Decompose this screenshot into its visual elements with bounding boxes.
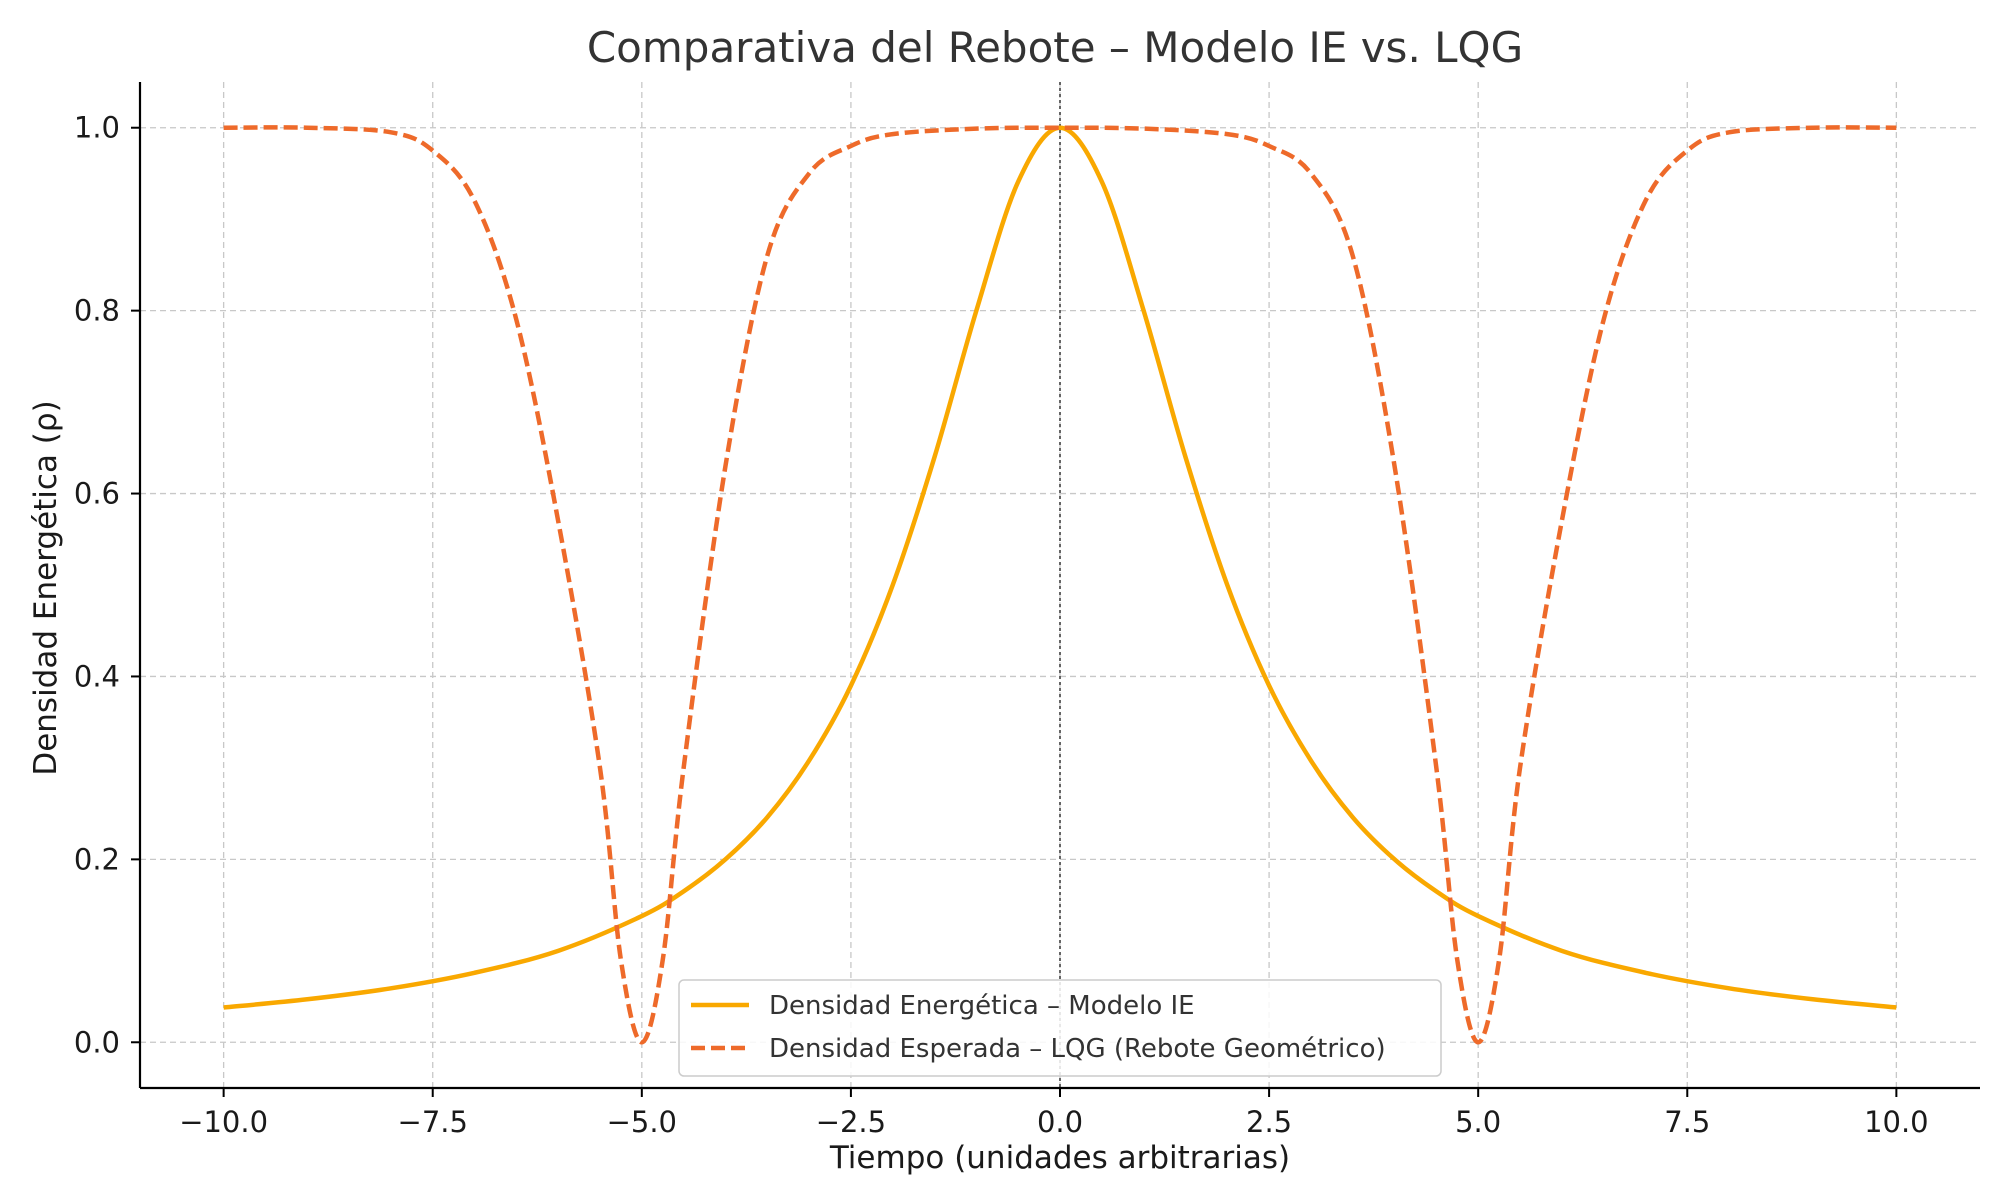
- y-tick-label: 0.6: [74, 477, 120, 511]
- legend: Densidad Energética – Modelo IE Densidad…: [678, 979, 1442, 1077]
- x-tick-label: −10.0: [179, 1105, 268, 1139]
- legend-label-modelo-ie: Densidad Energética – Modelo IE: [769, 991, 1195, 1021]
- chart-title: Comparativa del Rebote – Modelo IE vs. L…: [587, 23, 1523, 72]
- x-tick-label: 2.5: [1246, 1105, 1292, 1139]
- series-line-modelo-ie: [223, 125, 1897, 1010]
- series-line-lqg: [223, 125, 1897, 1045]
- x-tick-label: 7.5: [1664, 1105, 1710, 1139]
- y-tick-label: 0.8: [74, 294, 120, 328]
- x-tick-label: 5.0: [1455, 1105, 1501, 1139]
- legend-label-lqg: Densidad Esperada – LQG (Rebote Geométri…: [769, 1034, 1386, 1064]
- y-tick-label: 0.2: [74, 842, 120, 876]
- ticks-layer: −10.0 −7.5 −5.0 −2.5 0.0 2.5 5.0 7.5 10.0 0.0 0.2 0…: [74, 111, 1929, 1139]
- legend-box: [678, 979, 1442, 1077]
- x-tick-label: 10.0: [1864, 1105, 1929, 1139]
- x-tick-label: −2.5: [816, 1105, 886, 1139]
- x-tick-label: −7.5: [398, 1105, 468, 1139]
- x-axis-label: Tiempo (unidades arbitrarias): [829, 1140, 1290, 1176]
- x-tick-label: −5.0: [607, 1105, 677, 1139]
- y-tick-label: 1.0: [74, 111, 120, 145]
- y-axis-label: Densidad Energética (ρ): [28, 400, 64, 775]
- y-tick-label: 0.0: [74, 1025, 120, 1059]
- x-tick-label: 0.0: [1037, 1105, 1083, 1139]
- y-tick-label: 0.4: [74, 659, 120, 693]
- series-layer: [223, 125, 1897, 1045]
